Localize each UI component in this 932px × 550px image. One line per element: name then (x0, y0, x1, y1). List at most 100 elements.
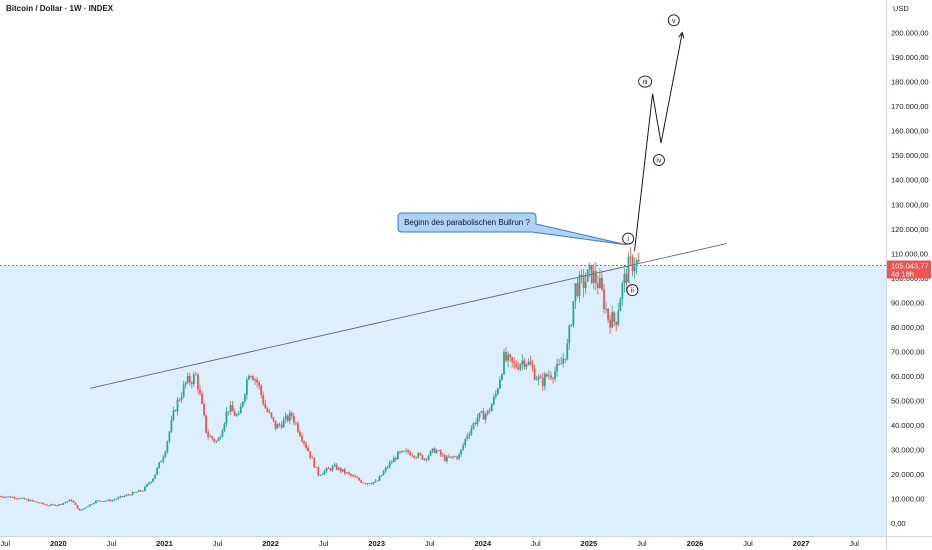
candle-body (625, 273, 628, 283)
candle-body (129, 494, 132, 496)
candle-body (525, 364, 528, 367)
candle-body (521, 360, 524, 365)
projection-arrowhead (678, 31, 685, 39)
candle-body (160, 461, 163, 463)
x-tick-label: Jul (319, 539, 329, 548)
y-tick-label: 80.000,00 (891, 323, 924, 332)
candle-body (548, 375, 550, 377)
candle-body (527, 361, 530, 365)
candle-body (101, 501, 103, 502)
candle-body (262, 394, 265, 404)
candle-body (268, 411, 271, 413)
candle-body (356, 477, 358, 479)
candle-body (411, 455, 414, 457)
candle-body (194, 374, 197, 376)
candle-body (266, 408, 269, 412)
candle-body (0, 496, 1, 498)
candle-body (278, 424, 281, 426)
candle-body (19, 498, 22, 499)
candle-body (368, 483, 371, 484)
candle-body (480, 411, 483, 413)
candle-body (429, 450, 432, 456)
candle-body (576, 283, 579, 296)
candle-body (135, 492, 138, 493)
candle-body (617, 311, 620, 325)
candle-body (372, 482, 375, 484)
candle-body (178, 399, 181, 401)
candle-body (456, 456, 458, 459)
x-axis-ticks: Jul 2020 Jul 2021 Jul 2022 Jul 2023 Jul 2024 Jul 20… (1, 539, 860, 548)
candle-body (72, 501, 75, 503)
candle-body (286, 415, 289, 421)
wave-label-text: v (672, 18, 676, 25)
candle-body (599, 277, 601, 289)
candle-body (35, 501, 38, 503)
candle-body (166, 441, 169, 452)
candle-body (635, 260, 638, 267)
candle-body (364, 483, 367, 485)
candle-body (305, 443, 307, 448)
candle-body (603, 289, 605, 310)
candle-body (484, 414, 487, 420)
candle-body (280, 424, 283, 428)
candle-body (213, 438, 216, 442)
candle-body (170, 419, 173, 432)
candle-body (25, 499, 28, 501)
candle-body (570, 325, 573, 327)
candle-body (505, 352, 507, 361)
candle-body (154, 474, 156, 479)
candle-body (592, 270, 595, 283)
candle-body (392, 458, 395, 463)
y-tick-label: 0,00 (891, 519, 906, 528)
price-tag-box (887, 260, 931, 279)
candle-body (343, 469, 346, 474)
x-tick-label: 2027 (793, 539, 810, 548)
candle-body (327, 468, 330, 470)
candle-body (350, 473, 352, 476)
callout[interactable]: Beginn des parabolischen Bullrun ? (397, 212, 627, 246)
candle-body (60, 504, 63, 505)
candle-body (13, 497, 16, 499)
candle-body (470, 428, 473, 435)
candle-body (233, 411, 236, 416)
candle-body (488, 410, 491, 412)
candle-body (390, 462, 393, 463)
candle-body (215, 440, 218, 442)
candle-body (490, 404, 493, 412)
candle-body (131, 492, 134, 496)
projection-group (634, 31, 685, 251)
candle-body (623, 273, 626, 284)
candle-body (86, 506, 89, 508)
candle-body (631, 257, 634, 272)
candle-body (523, 360, 526, 367)
candle-body (260, 385, 263, 395)
candle-body (325, 468, 328, 471)
candle-body (615, 321, 618, 325)
candle-body (186, 376, 189, 383)
candle-body (235, 414, 238, 416)
currency-label: USD (893, 4, 909, 13)
candle-body (239, 406, 242, 414)
y-tick-label: 190.000,00 (891, 53, 929, 62)
y-tick-label: 200.000,00 (891, 29, 929, 38)
candle-body (531, 364, 534, 369)
candle-body (566, 343, 569, 360)
candle-body (107, 499, 110, 501)
candle-body (152, 478, 154, 482)
candle-body (237, 413, 240, 415)
candle-body (376, 480, 379, 482)
candle-body (180, 396, 183, 401)
candle-body (109, 499, 112, 502)
candle-body (378, 476, 381, 481)
time-scale[interactable] (0, 536, 886, 550)
candle-body (27, 499, 30, 502)
candle-body (609, 319, 612, 328)
candle-body (117, 497, 120, 499)
candle-body (443, 455, 446, 461)
candle-body (358, 477, 361, 481)
wave-label-circle (652, 154, 665, 167)
x-tick-label: 2025 (581, 539, 598, 548)
candle-body (494, 393, 497, 397)
candle-body (415, 457, 418, 459)
